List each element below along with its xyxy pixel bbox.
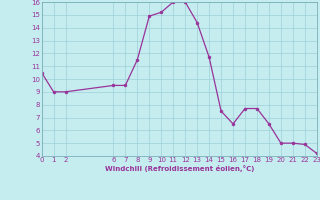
X-axis label: Windchill (Refroidissement éolien,°C): Windchill (Refroidissement éolien,°C) <box>105 165 254 172</box>
